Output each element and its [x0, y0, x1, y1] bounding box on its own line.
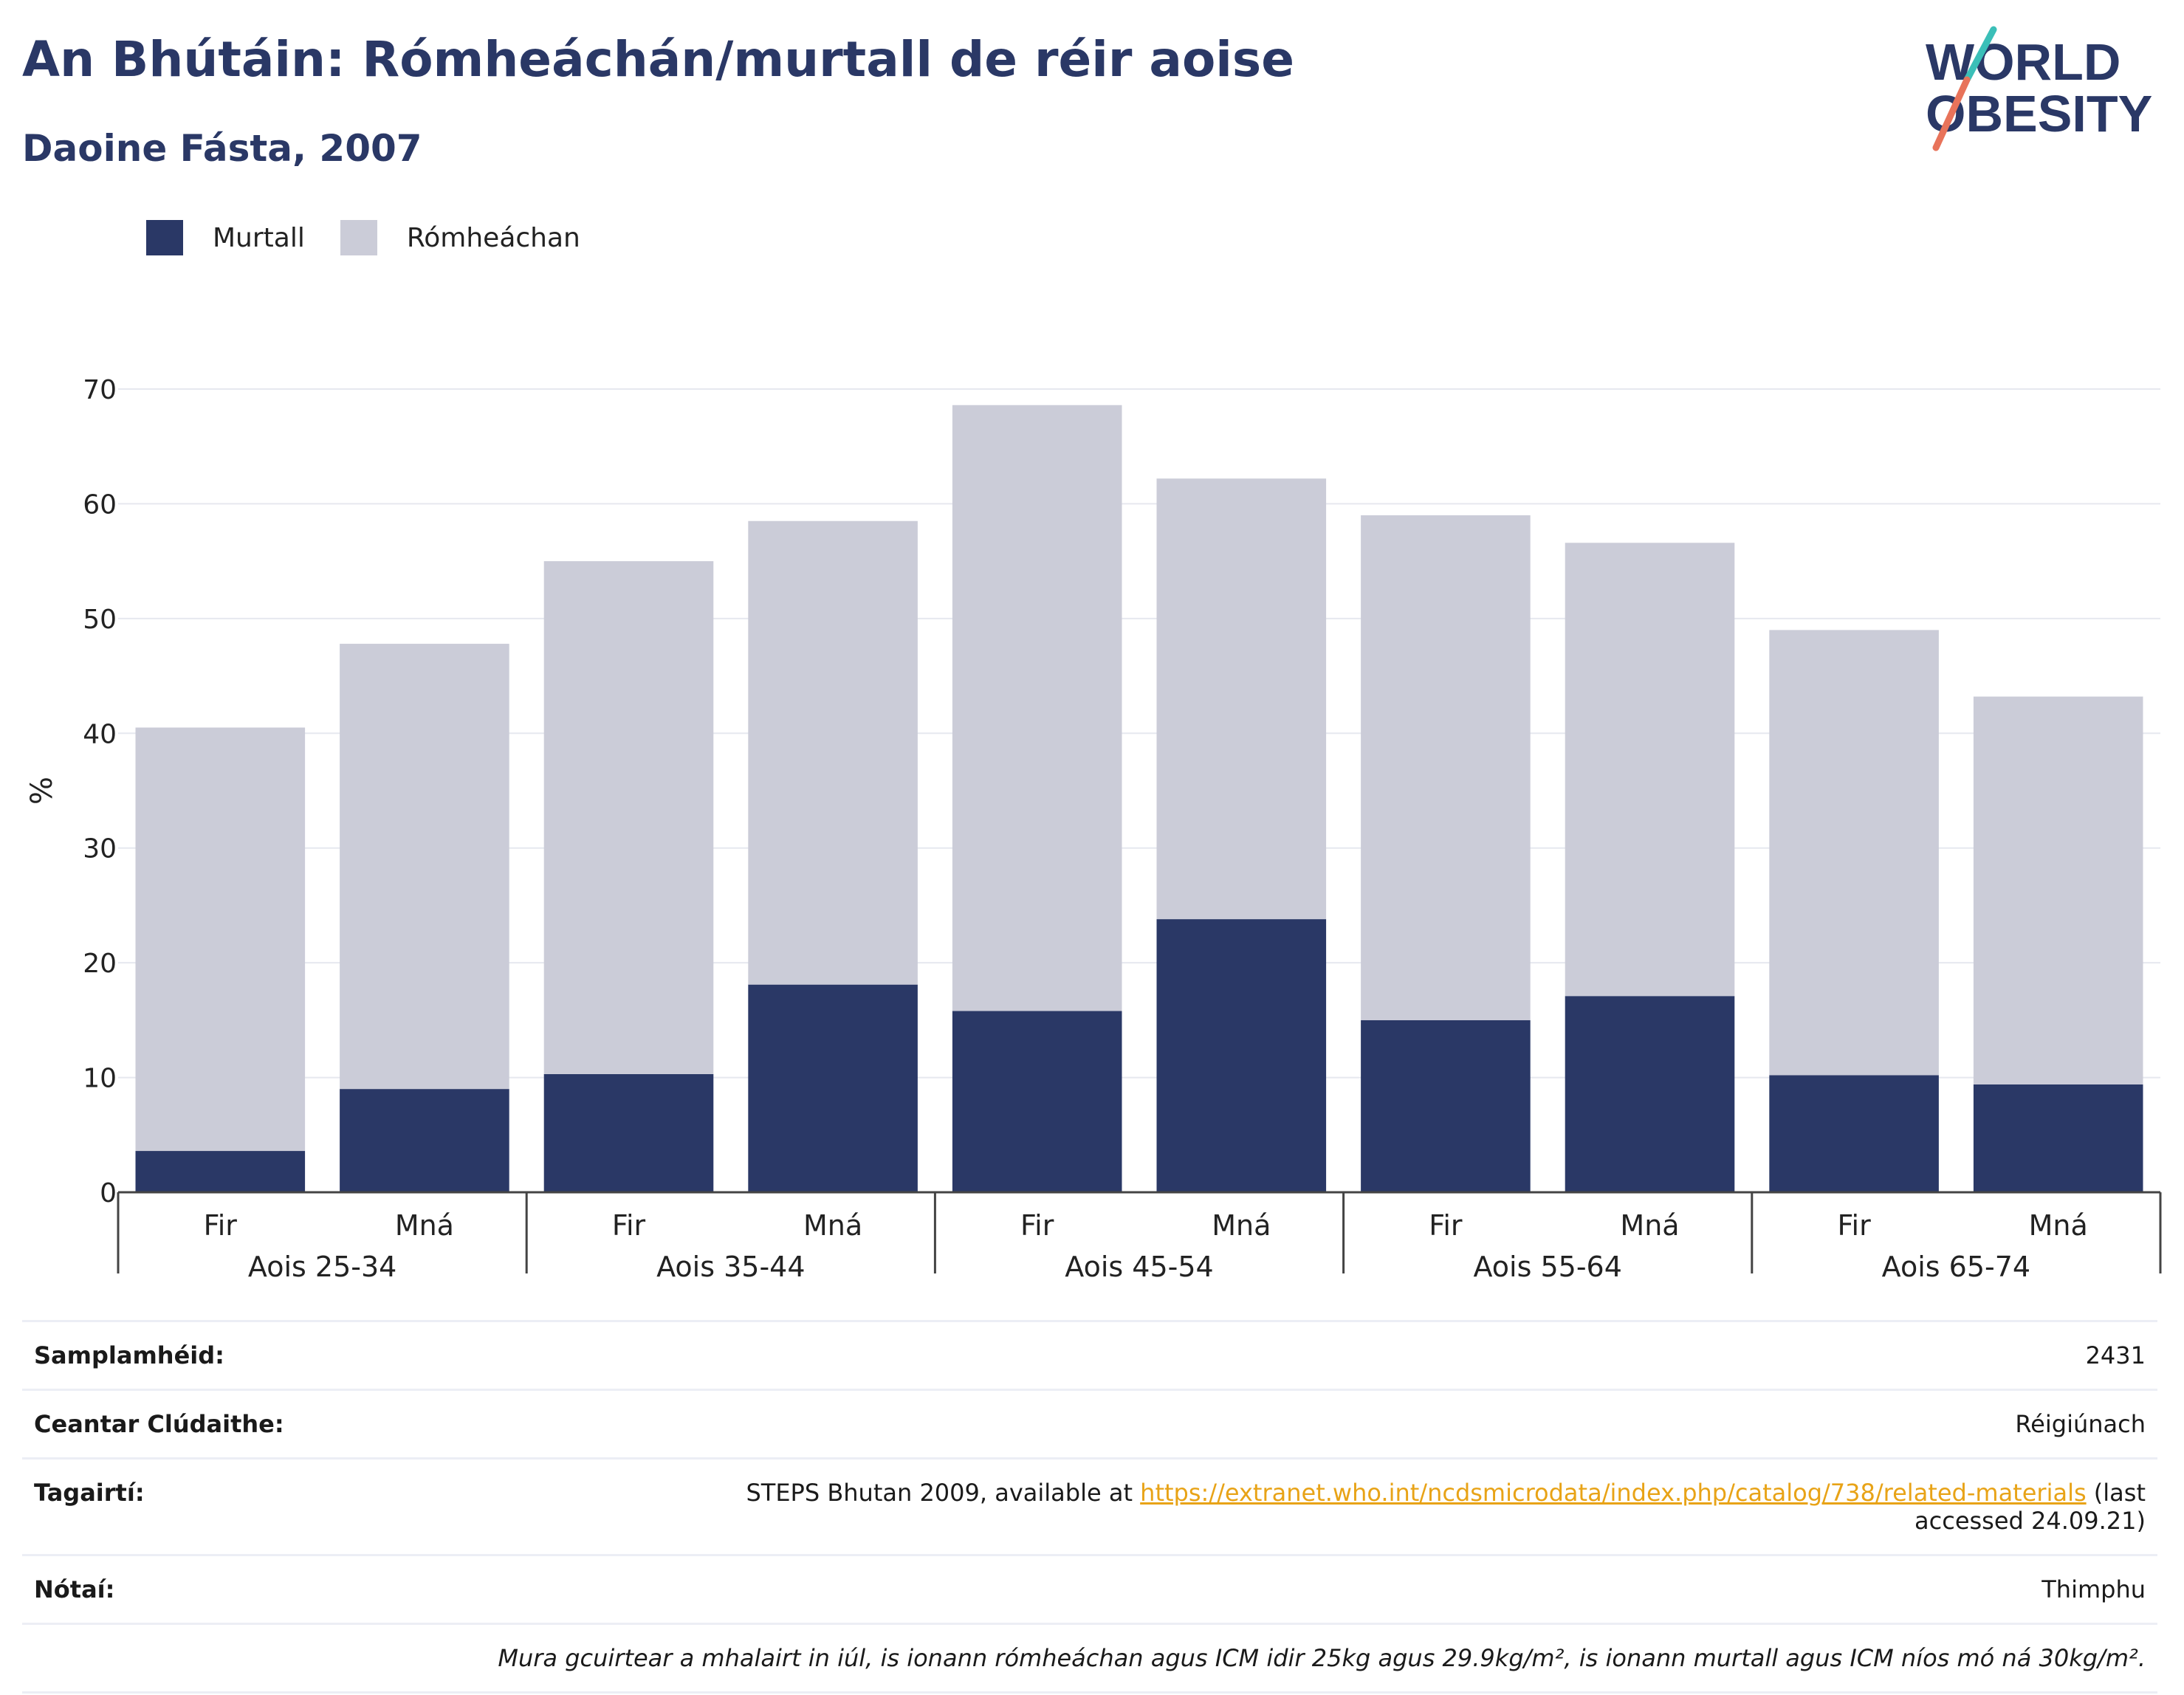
- notes-label: Nótaí:: [34, 1575, 115, 1603]
- bar-murtall: [1565, 996, 1735, 1192]
- group-label: Aois 65-74: [1882, 1251, 2030, 1283]
- group-label: Aois 45-54: [1065, 1251, 1213, 1283]
- footnote-text: Mura gcuirtear a mhalairt in iúl, is ion…: [498, 1644, 2146, 1672]
- legend-label-romheachan: Rómheáchan: [406, 222, 580, 253]
- info-row-references: Tagairtí: STEPS Bhutan 2009, available a…: [22, 1457, 2157, 1554]
- bar-murtall: [748, 984, 918, 1192]
- bar-romheachan: [135, 727, 306, 1152]
- x-tick-label: Mná: [395, 1209, 454, 1242]
- references-text-after: (last accessed 24.09.21): [1915, 1479, 2146, 1535]
- x-tick-label: Fir: [1837, 1209, 1871, 1242]
- y-tick-label: 0: [100, 1178, 117, 1208]
- x-tick-label: Mná: [1620, 1209, 1679, 1242]
- bar-murtall: [1361, 1020, 1531, 1192]
- y-tick-label: 70: [83, 375, 117, 405]
- world-obesity-logo: WORLD OBESITY: [1926, 26, 2152, 151]
- x-tick-label: Fir: [204, 1209, 238, 1242]
- legend-item-romheachan[interactable]: Rómheáchan: [340, 220, 580, 255]
- bar-murtall: [340, 1089, 509, 1192]
- bar-romheachan: [952, 405, 1122, 1011]
- y-tick-label: 30: [83, 834, 117, 864]
- group-label: Aois 35-44: [656, 1251, 805, 1283]
- chart-subtitle: Daoine Fásta, 2007: [22, 127, 422, 170]
- y-tick-label: 20: [83, 949, 117, 979]
- info-table: Samplamhéid: 2431 Ceantar Clúdaithe: Réi…: [22, 1320, 2157, 1694]
- y-tick-label: 40: [83, 719, 117, 749]
- bar-romheachan: [1973, 696, 2143, 1084]
- x-tick-label: Fir: [1020, 1209, 1054, 1242]
- bar-romheachan: [340, 644, 509, 1090]
- bar-murtall: [1973, 1084, 2143, 1192]
- chart-title: An Bhútáin: Rómheáchán/murtall de réir a…: [22, 31, 1294, 88]
- group-label: Aois 25-34: [248, 1251, 396, 1283]
- legend-label-murtall: Murtall: [213, 222, 305, 253]
- legend-swatch-murtall: [146, 220, 183, 255]
- x-tick-label: Fir: [1429, 1209, 1463, 1242]
- y-axis-label: %: [25, 777, 59, 805]
- area-value: Réigiúnach: [2015, 1410, 2146, 1438]
- info-row-area: Ceantar Clúdaithe: Réigiúnach: [22, 1389, 2157, 1457]
- bar-romheachan: [543, 561, 714, 1074]
- bar-romheachan: [748, 520, 918, 985]
- x-tick-label: Mná: [2029, 1209, 2088, 1242]
- bar-romheachan: [1565, 543, 1735, 997]
- group-label: Aois 55-64: [1473, 1251, 1621, 1283]
- bar-murtall: [1769, 1075, 1939, 1192]
- bar-murtall: [1156, 919, 1327, 1192]
- bar-murtall: [952, 1011, 1122, 1192]
- bar-romheachan: [1769, 630, 1939, 1076]
- references-label: Tagairtí:: [34, 1479, 145, 1507]
- bar-chart: 0 10 20 30 40 50 60 70% Fir Mná Fir Mná Fir Mná Fir Mná…: [25, 375, 2162, 1283]
- y-tick-label: 10: [83, 1064, 117, 1094]
- info-row-sample-size: Samplamhéid: 2431: [22, 1320, 2157, 1389]
- legend-item-murtall[interactable]: Murtall: [146, 220, 305, 255]
- y-tick-label: 60: [83, 489, 117, 520]
- info-row-footnote: Mura gcuirtear a mhalairt in iúl, is ion…: [22, 1623, 2157, 1694]
- x-tick-label: Fir: [612, 1209, 646, 1242]
- info-row-notes: Nótaí: Thimphu: [22, 1554, 2157, 1623]
- y-tick-label: 50: [83, 605, 117, 635]
- legend-swatch-romheachan: [340, 220, 377, 255]
- area-label: Ceantar Clúdaithe:: [34, 1410, 284, 1438]
- bar-murtall: [543, 1073, 714, 1192]
- bar-romheachan: [1361, 515, 1531, 1020]
- sample-size-label: Samplamhéid:: [34, 1341, 224, 1369]
- references-text-before: STEPS Bhutan 2009, available at: [746, 1479, 1141, 1507]
- logo-line1: WORLD: [1926, 33, 2121, 91]
- references-link[interactable]: https://extranet.who.int/ncdsmicrodata/i…: [1140, 1479, 2087, 1507]
- x-tick-label: Mná: [1212, 1209, 1271, 1242]
- notes-value: Thimphu: [2042, 1575, 2146, 1603]
- sample-size-value: 2431: [2085, 1341, 2146, 1369]
- x-tick-label: Mná: [803, 1209, 862, 1242]
- bar-murtall: [135, 1151, 306, 1192]
- chart-legend: Murtall Rómheáchan: [146, 216, 616, 260]
- references-value: STEPS Bhutan 2009, available at https://…: [669, 1479, 2146, 1535]
- bar-romheachan: [1156, 478, 1327, 920]
